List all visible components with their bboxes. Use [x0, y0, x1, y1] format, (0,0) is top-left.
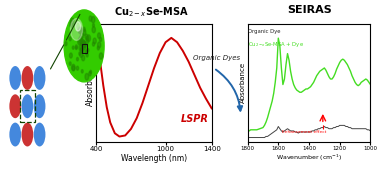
- Circle shape: [76, 57, 79, 61]
- Circle shape: [22, 94, 33, 118]
- Text: Cu$_{2-x}$Se-MSA: Cu$_{2-x}$Se-MSA: [114, 5, 189, 19]
- Circle shape: [76, 66, 79, 70]
- Circle shape: [91, 16, 95, 23]
- Circle shape: [79, 52, 81, 55]
- Circle shape: [85, 34, 88, 39]
- Circle shape: [81, 42, 84, 47]
- Circle shape: [79, 36, 82, 41]
- Circle shape: [75, 45, 77, 49]
- Text: LSPR: LSPR: [180, 114, 208, 124]
- Circle shape: [82, 42, 85, 47]
- Circle shape: [89, 72, 91, 76]
- Circle shape: [72, 66, 75, 71]
- Circle shape: [69, 62, 71, 65]
- Circle shape: [82, 43, 86, 50]
- Circle shape: [85, 50, 87, 54]
- Circle shape: [93, 38, 96, 44]
- Circle shape: [70, 24, 72, 27]
- Circle shape: [9, 94, 21, 118]
- Circle shape: [70, 21, 73, 27]
- Circle shape: [70, 18, 74, 25]
- Circle shape: [98, 33, 101, 38]
- Circle shape: [87, 35, 91, 42]
- Circle shape: [65, 42, 67, 46]
- Circle shape: [83, 41, 85, 46]
- Circle shape: [81, 40, 85, 46]
- Circle shape: [97, 46, 99, 50]
- Circle shape: [79, 27, 82, 34]
- Circle shape: [86, 36, 89, 41]
- Circle shape: [82, 29, 86, 35]
- Circle shape: [99, 53, 103, 59]
- Circle shape: [92, 42, 94, 46]
- Circle shape: [99, 37, 102, 41]
- Circle shape: [22, 66, 33, 90]
- Circle shape: [80, 33, 84, 39]
- Circle shape: [83, 27, 85, 31]
- Circle shape: [34, 66, 45, 90]
- Text: Cu$_{2-x}$Se-MSA + Dye: Cu$_{2-x}$Se-MSA + Dye: [248, 40, 304, 49]
- Circle shape: [98, 42, 101, 48]
- Circle shape: [79, 44, 83, 51]
- X-axis label: Wavenumber (cm$^{-1}$): Wavenumber (cm$^{-1}$): [276, 152, 342, 163]
- Circle shape: [85, 73, 89, 80]
- Circle shape: [89, 16, 92, 21]
- Circle shape: [80, 52, 82, 57]
- Circle shape: [9, 123, 21, 147]
- Circle shape: [72, 46, 74, 49]
- Circle shape: [81, 48, 82, 51]
- Text: Enhancement effect: Enhancement effect: [282, 130, 326, 134]
- Circle shape: [34, 123, 45, 147]
- Circle shape: [81, 48, 84, 53]
- Circle shape: [22, 123, 33, 147]
- Circle shape: [82, 44, 84, 48]
- Circle shape: [90, 70, 91, 73]
- Circle shape: [83, 42, 86, 48]
- Circle shape: [86, 39, 89, 44]
- Circle shape: [81, 70, 83, 73]
- Circle shape: [92, 27, 95, 33]
- Circle shape: [34, 94, 45, 118]
- Circle shape: [79, 37, 82, 43]
- Circle shape: [78, 28, 82, 33]
- X-axis label: Wavelength (nm): Wavelength (nm): [121, 154, 187, 163]
- Circle shape: [75, 22, 81, 31]
- Circle shape: [77, 39, 81, 45]
- Circle shape: [70, 19, 82, 40]
- Circle shape: [71, 64, 75, 71]
- Circle shape: [64, 10, 104, 82]
- Y-axis label: Absorbance: Absorbance: [86, 60, 95, 106]
- Y-axis label: Absorbance: Absorbance: [240, 62, 246, 103]
- Circle shape: [93, 24, 94, 27]
- Circle shape: [75, 46, 77, 49]
- Circle shape: [70, 53, 72, 58]
- Text: SEIRAS: SEIRAS: [287, 5, 332, 15]
- Circle shape: [81, 47, 83, 51]
- Circle shape: [9, 66, 21, 90]
- Circle shape: [86, 53, 88, 57]
- Circle shape: [87, 48, 89, 52]
- Text: Organic Dye: Organic Dye: [248, 29, 281, 34]
- Text: Organic Dyes: Organic Dyes: [193, 55, 240, 61]
- Circle shape: [69, 37, 71, 41]
- Circle shape: [82, 40, 85, 46]
- Circle shape: [83, 42, 85, 47]
- Circle shape: [82, 55, 85, 61]
